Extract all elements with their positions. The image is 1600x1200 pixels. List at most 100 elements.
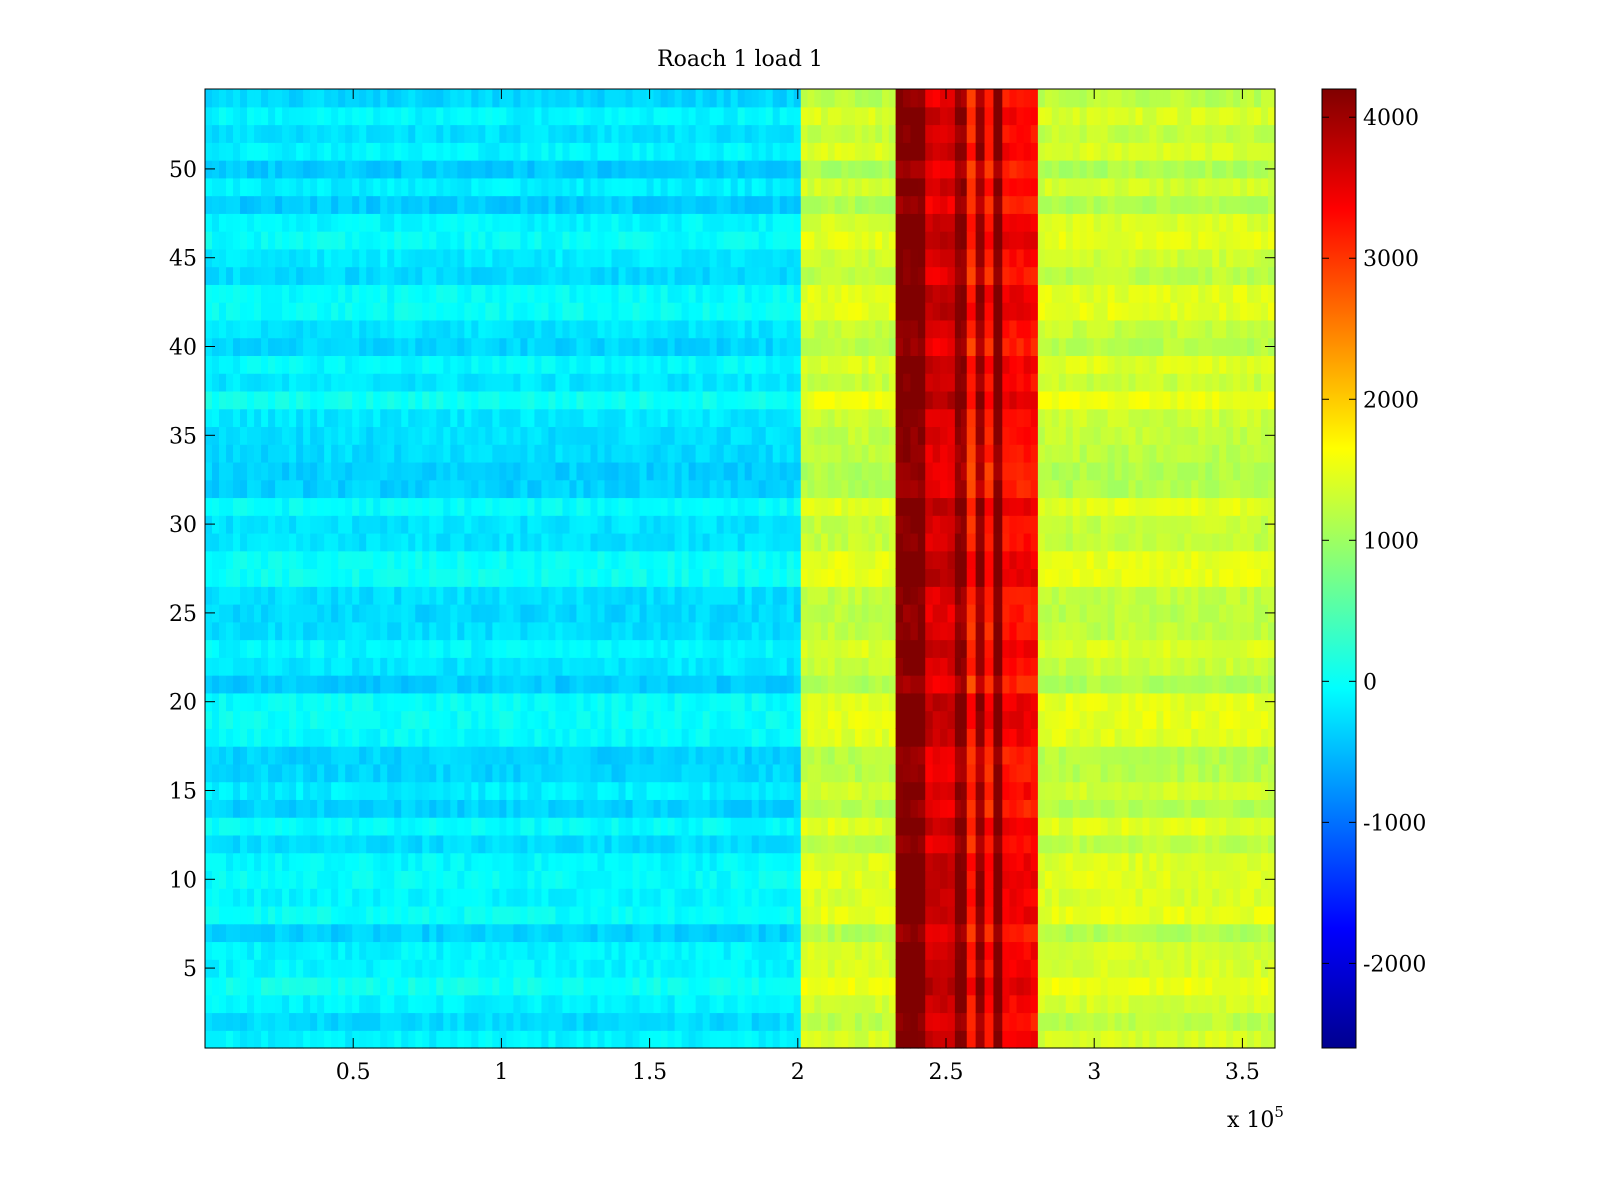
heatmap-cell <box>338 515 346 534</box>
heatmap-cell <box>506 763 514 783</box>
heatmap-cell <box>303 479 311 499</box>
heatmap-cell <box>520 817 529 836</box>
heatmap-cell <box>289 959 297 978</box>
heatmap-cell <box>793 657 802 676</box>
heatmap-cell <box>716 248 725 268</box>
heatmap-cell <box>359 373 367 392</box>
heatmap-cell <box>212 1030 220 1049</box>
heatmap-cell <box>848 1012 856 1031</box>
heatmap-cell <box>394 426 402 445</box>
heatmap-cell <box>261 976 269 996</box>
heatmap-cell <box>751 852 760 872</box>
heatmap-cell <box>261 390 269 410</box>
heatmap-cell <box>793 799 802 818</box>
heatmap-cell <box>744 586 753 605</box>
heatmap-cell <box>814 639 822 658</box>
heatmap-cell <box>730 781 739 800</box>
heatmap-cell <box>702 248 711 268</box>
heatmap-cell <box>618 568 627 587</box>
heatmap-cell <box>800 763 809 783</box>
heatmap-cell <box>317 923 325 943</box>
heatmap-cell <box>387 106 395 126</box>
heatmap-cell <box>268 319 276 339</box>
heatmap-cell <box>226 284 234 303</box>
heatmap-cell <box>576 728 585 747</box>
heatmap-cell <box>646 639 655 658</box>
heatmap-cell <box>854 550 863 570</box>
heatmap-cell <box>758 976 767 996</box>
heatmap-cell <box>639 497 648 516</box>
heatmap-cell <box>520 302 529 321</box>
heatmap-cell <box>688 373 697 392</box>
heatmap-cell <box>569 941 578 960</box>
heatmap-cell <box>786 941 795 960</box>
heatmap-cell <box>380 248 388 268</box>
heatmap-cell <box>827 852 836 872</box>
heatmap-cell <box>261 959 269 978</box>
heatmap-cell <box>219 728 227 747</box>
heatmap-cell <box>352 106 360 126</box>
heatmap-cell <box>765 1030 774 1049</box>
heatmap-cell <box>604 675 613 694</box>
heatmap-cell <box>422 266 430 285</box>
heatmap-cell <box>723 124 732 143</box>
heatmap-cell <box>548 568 557 587</box>
heatmap-cell <box>275 675 283 694</box>
heatmap-cell <box>289 817 297 836</box>
heatmap-cell <box>219 337 227 356</box>
heatmap-cell <box>247 675 255 694</box>
heatmap-cell <box>786 746 795 765</box>
heatmap-cell <box>415 710 423 729</box>
heatmap-cell <box>730 319 739 339</box>
heatmap-cell <box>646 923 655 943</box>
heatmap-cell <box>247 266 255 285</box>
heatmap-cell <box>492 817 500 836</box>
heatmap-cell <box>212 550 220 570</box>
heatmap-cell <box>408 923 416 943</box>
heatmap-cell <box>555 905 564 925</box>
heatmap-cell <box>303 302 311 321</box>
heatmap-cell <box>548 195 557 214</box>
heatmap-cell <box>597 817 606 836</box>
heatmap-cell <box>268 728 276 747</box>
heatmap-cell <box>639 923 648 943</box>
heatmap-cell <box>583 621 592 641</box>
heatmap-cell <box>625 923 634 943</box>
heatmap-cell <box>576 550 585 570</box>
heatmap-cell <box>394 248 402 268</box>
heatmap-cell <box>667 834 676 854</box>
heatmap-cell <box>716 426 725 445</box>
heatmap-cell <box>772 923 781 943</box>
heatmap-cell <box>450 923 458 943</box>
heatmap-cell <box>821 994 829 1014</box>
heatmap-cell <box>205 710 213 729</box>
heatmap-cell <box>303 532 311 552</box>
heatmap-cell <box>695 337 704 356</box>
heatmap-cell <box>506 657 514 676</box>
heatmap-cell <box>625 799 634 818</box>
heatmap-cell <box>254 834 262 854</box>
heatmap-cell <box>653 763 662 783</box>
heatmap-cell <box>226 728 234 747</box>
heatmap-cell <box>450 373 458 392</box>
heatmap-cell <box>660 284 669 303</box>
heatmap-cell <box>723 532 732 552</box>
heatmap-cell <box>737 532 746 552</box>
heatmap-cell <box>485 160 493 179</box>
heatmap-cell <box>583 461 592 481</box>
heatmap-cell <box>730 728 739 747</box>
heatmap-cell <box>387 692 395 712</box>
heatmap-cell <box>702 195 711 214</box>
heatmap-cell <box>688 550 697 570</box>
heatmap-cell <box>667 373 676 392</box>
heatmap-cell <box>254 568 262 587</box>
heatmap-cell <box>604 905 613 925</box>
heatmap-cell <box>751 994 760 1014</box>
heatmap-cell <box>275 586 283 605</box>
heatmap-cell <box>478 160 486 179</box>
heatmap-cell <box>275 621 283 641</box>
heatmap-cell <box>576 1030 585 1049</box>
heatmap-cell <box>289 728 297 747</box>
heatmap-cell <box>415 976 423 996</box>
heatmap-cell <box>471 177 479 197</box>
